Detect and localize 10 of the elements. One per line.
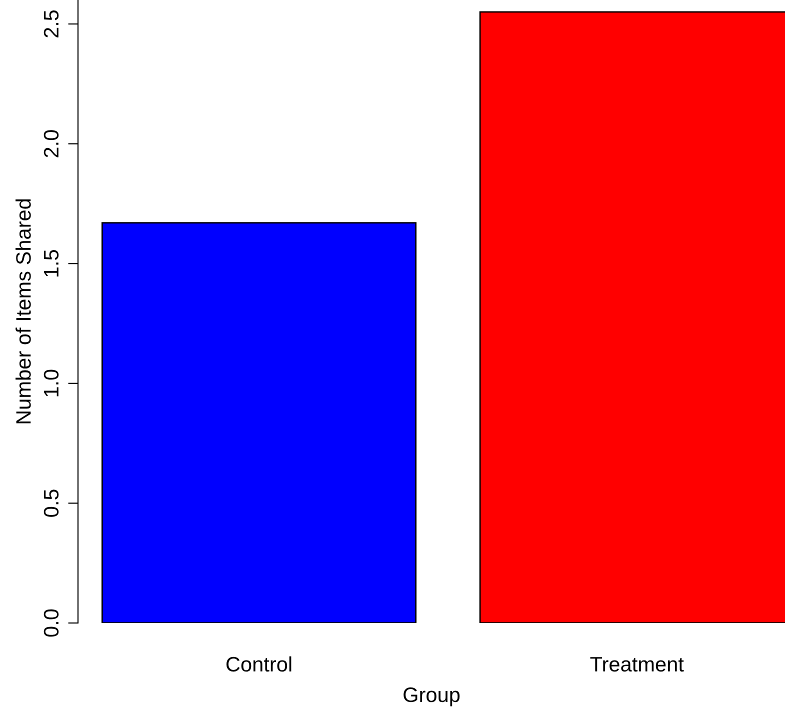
x-tick-label: Treatment [590, 657, 684, 672]
y-tick-label: 2.5 [44, 10, 59, 38]
x-tick-label: Control [226, 656, 292, 672]
y-tick-label: 1.5 [44, 250, 59, 276]
x-axis-title: Group [404, 687, 460, 706]
y-tick-label: 2.0 [44, 130, 59, 158]
y-axis-title: Number of Items Shared [16, 199, 31, 424]
y-tick-label: 0.0 [44, 609, 59, 637]
y-tick-label: 1.0 [44, 370, 59, 396]
y-tick-label: 0.5 [44, 490, 59, 517]
